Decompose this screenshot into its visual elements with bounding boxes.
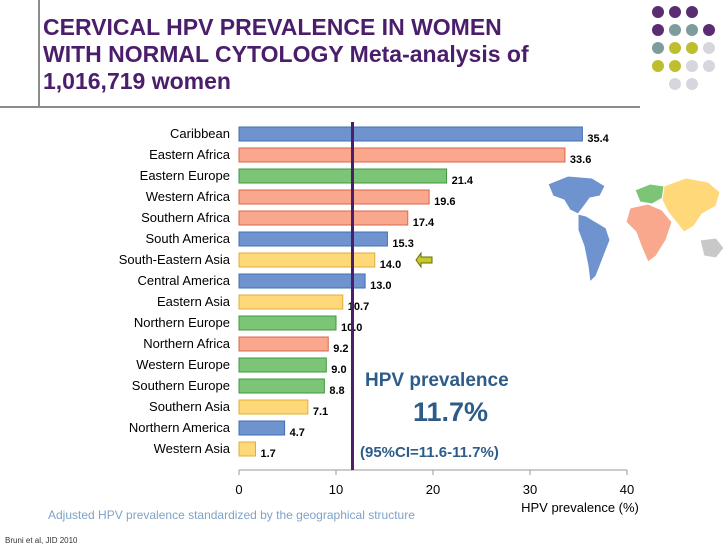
value-label: 33.6 <box>570 154 591 166</box>
value-label: 4.7 <box>290 427 305 439</box>
prevalence-value: 11.7% <box>413 397 489 427</box>
value-label: 14.0 <box>380 259 401 271</box>
value-label: 8.8 <box>329 385 344 397</box>
title-line-1: CERVICAL HPV PREVALENCE IN WOMEN <box>43 14 502 40</box>
bar <box>238 231 388 247</box>
value-label: 13.0 <box>370 280 391 292</box>
decor-dot <box>652 60 664 72</box>
decor-dot <box>686 78 698 90</box>
x-axis-title: HPV prevalence (%) <box>521 500 639 515</box>
decor-dot <box>686 6 698 18</box>
category-label: Eastern Asia <box>157 294 231 309</box>
slide-title: CERVICAL HPV PREVALENCE IN WOMEN WITH NO… <box>43 14 643 95</box>
value-label: 15.3 <box>392 238 413 250</box>
decor-dot <box>703 60 715 72</box>
value-label: 17.4 <box>413 217 435 229</box>
category-label: Northern Europe <box>134 315 230 330</box>
category-label: Central America <box>138 273 231 288</box>
decor-dot <box>686 42 698 54</box>
bar <box>238 441 256 457</box>
bar <box>238 147 566 163</box>
europe-shape <box>634 183 667 205</box>
decor-horizontal-rule <box>0 106 640 108</box>
category-label: South America <box>145 231 230 246</box>
x-tick-label: 40 <box>620 482 634 497</box>
decor-dot <box>652 24 664 36</box>
asia-shape <box>661 177 721 233</box>
category-label: Eastern Europe <box>140 168 230 183</box>
title-line-2: WITH NORMAL CYTOLOGY Meta-analysis of <box>43 41 529 67</box>
highlight-arrow-icon <box>415 251 433 269</box>
bar <box>238 399 309 415</box>
category-label: Southern Europe <box>132 378 230 393</box>
category-label: Western Europe <box>136 357 230 372</box>
value-label: 1.7 <box>260 448 275 460</box>
category-label: Southern Africa <box>141 210 231 225</box>
decor-dot <box>703 24 715 36</box>
north-america-shape <box>547 175 606 215</box>
value-label: 7.1 <box>313 406 328 418</box>
bar <box>238 336 329 352</box>
value-label: 9.2 <box>333 343 348 355</box>
decor-vertical-rule <box>38 0 40 106</box>
x-tick-label: 0 <box>235 482 242 497</box>
bar <box>238 294 344 310</box>
category-label: Northern America <box>129 420 231 435</box>
bar <box>238 420 286 436</box>
category-label: Eastern Africa <box>149 147 231 162</box>
bar <box>238 273 366 289</box>
category-label: Western Africa <box>146 189 231 204</box>
bar <box>238 210 409 226</box>
value-label: 9.0 <box>331 364 346 376</box>
citation: Bruni et al, JID 2010 <box>5 536 78 545</box>
bar <box>238 315 337 331</box>
prevalence-ci: (95%CI=11.6-11.7%) <box>360 444 499 461</box>
x-tick-label: 30 <box>523 482 537 497</box>
category-label: South-Eastern Asia <box>119 252 231 267</box>
decor-dot <box>669 24 681 36</box>
value-label: 19.6 <box>434 196 455 208</box>
decor-dot <box>652 6 664 18</box>
decor-dot <box>669 60 681 72</box>
decor-dot <box>686 60 698 72</box>
x-tick-label: 10 <box>329 482 343 497</box>
decor-dot <box>669 6 681 18</box>
decor-dot <box>652 42 664 54</box>
category-label: Caribbean <box>170 126 230 141</box>
decor-dot <box>703 42 715 54</box>
category-label: Western Asia <box>154 441 231 456</box>
title-line-3: 1,016,719 women <box>43 68 231 94</box>
bar <box>238 357 327 373</box>
category-label: Southern Asia <box>149 399 231 414</box>
value-label: 21.4 <box>452 175 474 187</box>
bar <box>238 378 325 394</box>
prevalence-heading: HPV prevalence <box>365 370 509 391</box>
bar <box>238 189 430 205</box>
footnote: Adjusted HPV prevalence standardized by … <box>48 508 415 522</box>
value-label: 35.4 <box>587 133 609 145</box>
category-label: Northern Africa <box>143 336 230 351</box>
decor-dot <box>669 78 681 90</box>
bar <box>238 126 583 142</box>
bar <box>238 168 448 184</box>
oceania-shape <box>699 237 725 259</box>
decor-dot <box>686 24 698 36</box>
x-tick-label: 20 <box>426 482 440 497</box>
decor-dot <box>669 42 681 54</box>
south-america-shape <box>577 213 611 284</box>
bar <box>238 252 376 268</box>
africa-shape <box>625 203 673 263</box>
